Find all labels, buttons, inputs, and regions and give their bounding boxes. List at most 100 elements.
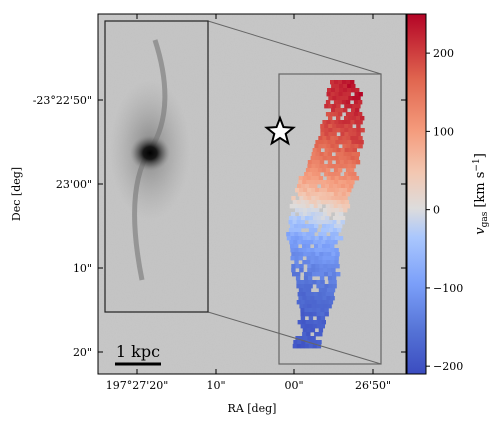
velocity-pixel bbox=[330, 296, 335, 301]
velocity-pixel bbox=[330, 236, 336, 241]
velocity-pixel bbox=[316, 280, 321, 285]
velocity-pixel bbox=[322, 256, 327, 261]
velocity-pixel bbox=[322, 136, 327, 141]
velocity-pixel bbox=[301, 292, 306, 297]
velocity-pixel bbox=[333, 240, 338, 245]
velocity-pixel bbox=[336, 116, 341, 121]
velocity-pixel bbox=[326, 136, 331, 141]
velocity-pixel bbox=[291, 264, 296, 269]
velocity-pixel bbox=[313, 292, 318, 297]
zoom-region-box bbox=[278, 73, 382, 365]
velocity-pixel bbox=[324, 272, 329, 277]
velocity-pixel bbox=[339, 160, 345, 165]
velocity-pixel bbox=[297, 292, 302, 297]
velocity-pixel bbox=[342, 176, 348, 181]
velocity-pixel bbox=[302, 212, 308, 217]
velocity-field bbox=[286, 80, 365, 349]
velocity-pixel bbox=[352, 96, 357, 101]
velocity-pixel bbox=[324, 104, 329, 109]
velocity-pixel bbox=[296, 220, 301, 225]
velocity-pixel bbox=[299, 304, 304, 309]
velocity-pixel bbox=[297, 184, 302, 189]
velocity-pixel bbox=[308, 172, 313, 177]
velocity-pixel bbox=[302, 248, 307, 253]
velocity-pixel bbox=[312, 308, 317, 313]
velocity-pixel bbox=[322, 224, 327, 229]
velocity-pixel bbox=[316, 200, 322, 205]
velocity-pixel bbox=[332, 280, 337, 285]
velocity-pixel bbox=[328, 228, 334, 233]
velocity-pixel bbox=[325, 192, 331, 197]
velocity-pixel bbox=[306, 224, 311, 229]
velocity-pixel bbox=[289, 240, 294, 245]
velocity-pixel bbox=[335, 152, 340, 157]
velocity-pixel bbox=[330, 180, 335, 185]
velocity-pixel bbox=[322, 260, 327, 265]
velocity-pixel bbox=[350, 156, 355, 161]
inset-frame bbox=[104, 20, 209, 313]
velocity-pixel bbox=[341, 100, 347, 105]
velocity-pixel bbox=[350, 80, 355, 85]
velocity-pixel bbox=[318, 136, 323, 141]
velocity-pixel bbox=[309, 204, 315, 209]
x-tick-label: 00" bbox=[284, 379, 303, 392]
velocity-pixel bbox=[300, 220, 305, 225]
velocity-pixel bbox=[329, 184, 334, 189]
colorbar: 200 100 0 −100 −200 vgas[km s−1] bbox=[406, 13, 490, 375]
velocity-pixel bbox=[316, 308, 321, 313]
velocity-pixel bbox=[331, 264, 336, 269]
velocity-pixel bbox=[360, 116, 365, 121]
velocity-pixel bbox=[312, 300, 318, 305]
velocity-pixel bbox=[320, 132, 325, 137]
velocity-pixel bbox=[358, 120, 363, 125]
velocity-pixel bbox=[296, 344, 302, 349]
velocity-pixel bbox=[304, 344, 310, 349]
velocity-pixel bbox=[323, 304, 328, 309]
velocity-pixel bbox=[328, 116, 333, 121]
velocity-pixel bbox=[298, 232, 303, 237]
velocity-pixel bbox=[330, 92, 335, 97]
velocity-pixel bbox=[340, 216, 346, 221]
velocity-pixel bbox=[346, 120, 351, 125]
velocity-pixel bbox=[337, 112, 343, 117]
velocity-pixel bbox=[315, 264, 320, 269]
velocity-pixel bbox=[307, 304, 312, 309]
velocity-pixel bbox=[332, 284, 337, 289]
velocity-pixel bbox=[334, 120, 339, 125]
velocity-pixel bbox=[304, 280, 309, 285]
velocity-pixel bbox=[354, 144, 359, 149]
velocity-pixel bbox=[348, 148, 353, 153]
velocity-pixel bbox=[345, 100, 351, 105]
velocity-pixel bbox=[350, 136, 355, 141]
velocity-pixel bbox=[351, 140, 356, 145]
velocity-pixel bbox=[306, 256, 311, 261]
velocity-pixel bbox=[317, 340, 322, 345]
velocity-pixel bbox=[348, 96, 353, 101]
velocity-pixel bbox=[334, 136, 339, 141]
velocity-pixel bbox=[292, 216, 298, 221]
velocity-pixel bbox=[291, 196, 296, 201]
velocity-pixel bbox=[327, 252, 332, 257]
velocity-pixel bbox=[312, 200, 318, 205]
velocity-pixel bbox=[341, 192, 347, 197]
velocity-pixel bbox=[346, 180, 351, 185]
velocity-pixel bbox=[315, 268, 320, 273]
velocity-pixel bbox=[340, 200, 346, 205]
inset-panel bbox=[104, 20, 209, 313]
velocity-pixel bbox=[316, 216, 322, 221]
velocity-pixel bbox=[299, 268, 304, 273]
velocity-pixel bbox=[295, 208, 300, 213]
velocity-pixel bbox=[298, 212, 304, 217]
velocity-pixel bbox=[318, 296, 323, 301]
velocity-pixel bbox=[310, 236, 316, 241]
velocity-pixel bbox=[326, 248, 331, 253]
velocity-pixel bbox=[335, 188, 340, 193]
x-tick-labels: 197°27'20" 10" 00" 26'50" bbox=[106, 379, 391, 392]
velocity-pixel bbox=[310, 232, 315, 237]
velocity-pixel bbox=[330, 244, 335, 249]
velocity-pixel bbox=[326, 92, 331, 97]
velocity-pixel bbox=[337, 168, 343, 173]
velocity-pixel bbox=[318, 156, 323, 161]
velocity-pixel bbox=[326, 296, 331, 301]
velocity-pixel bbox=[338, 236, 344, 241]
